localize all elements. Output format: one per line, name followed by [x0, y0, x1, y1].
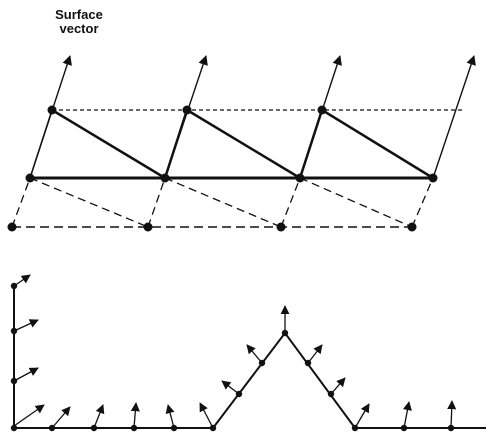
sawtooth-surface-figure [11, 55, 476, 228]
profile-point [447, 424, 455, 432]
profile-point [10, 377, 18, 385]
profile-point [327, 390, 335, 398]
dashed-diagonal-3 [299, 177, 413, 228]
profile-point [209, 424, 217, 432]
profile-line [14, 331, 486, 429]
surface-vector-label-line1: Surface [55, 7, 103, 22]
surface-profile-figure [13, 274, 486, 429]
profile-point [351, 424, 359, 432]
profile-point [48, 424, 56, 432]
baseline-vector-arrow [130, 402, 140, 429]
lattice-point [276, 222, 286, 232]
profile-point [90, 424, 98, 432]
baseline-vector-arrow [93, 404, 105, 429]
slope-vector-arrow [307, 344, 323, 364]
slope-vector-arrow [246, 344, 263, 364]
wall-vector-arrow [13, 404, 45, 427]
slope-vector-arrow [199, 402, 214, 429]
slope-vector-arrow [221, 380, 240, 395]
profile-point [10, 424, 18, 432]
lattice-point [47, 105, 57, 115]
profile-point [170, 424, 178, 432]
surface-vector-arrow-4 [432, 55, 476, 179]
baseline-vector-arrow [402, 401, 412, 429]
lattice-point [7, 222, 17, 232]
lattice-point [25, 173, 35, 183]
surface-vector-arrow-2 [164, 55, 208, 179]
wall-vector-arrow [13, 319, 39, 332]
profile-points [10, 282, 455, 432]
baseline-vector-arrow [447, 400, 457, 429]
baseline-vector-arrow [165, 404, 175, 429]
lattice-point [317, 105, 327, 115]
top-lattice-points [7, 105, 438, 232]
facet-long-2 [186, 108, 301, 180]
profile-point [400, 424, 408, 432]
dashed-riser-0 [11, 177, 31, 228]
profile-point [304, 359, 312, 367]
wall-vector-arrow [13, 367, 39, 382]
facet-long-1 [51, 108, 166, 180]
profile-point [258, 359, 266, 367]
profile-point [10, 282, 18, 290]
profile-point [235, 390, 243, 398]
profile-point [281, 329, 289, 337]
dashed-diagonal-2 [164, 177, 282, 228]
wall-vector-arrow [13, 274, 31, 287]
facet-long-3 [321, 108, 434, 180]
lattice-point [182, 105, 192, 115]
surface-vector-label-line2: vector [59, 21, 99, 36]
surface-vector-arrow-3 [299, 55, 342, 179]
slope-vector-arrow [330, 377, 346, 395]
lattice-point [143, 222, 153, 232]
dashed-riser-2 [280, 177, 301, 228]
profile-point [130, 424, 138, 432]
lattice-point [160, 173, 170, 183]
dashed-riser-3 [411, 177, 434, 228]
surface-vector-arrow-1 [29, 55, 72, 179]
dashed-riser-1 [147, 177, 166, 228]
baseline-vector-arrow [354, 403, 370, 429]
dashed-diagonal-1 [29, 177, 149, 228]
baseline-vector-arrow [51, 406, 71, 429]
lattice-point [295, 173, 305, 183]
profile-point [10, 327, 18, 335]
lattice-point [428, 173, 438, 183]
lattice-point [407, 222, 417, 232]
